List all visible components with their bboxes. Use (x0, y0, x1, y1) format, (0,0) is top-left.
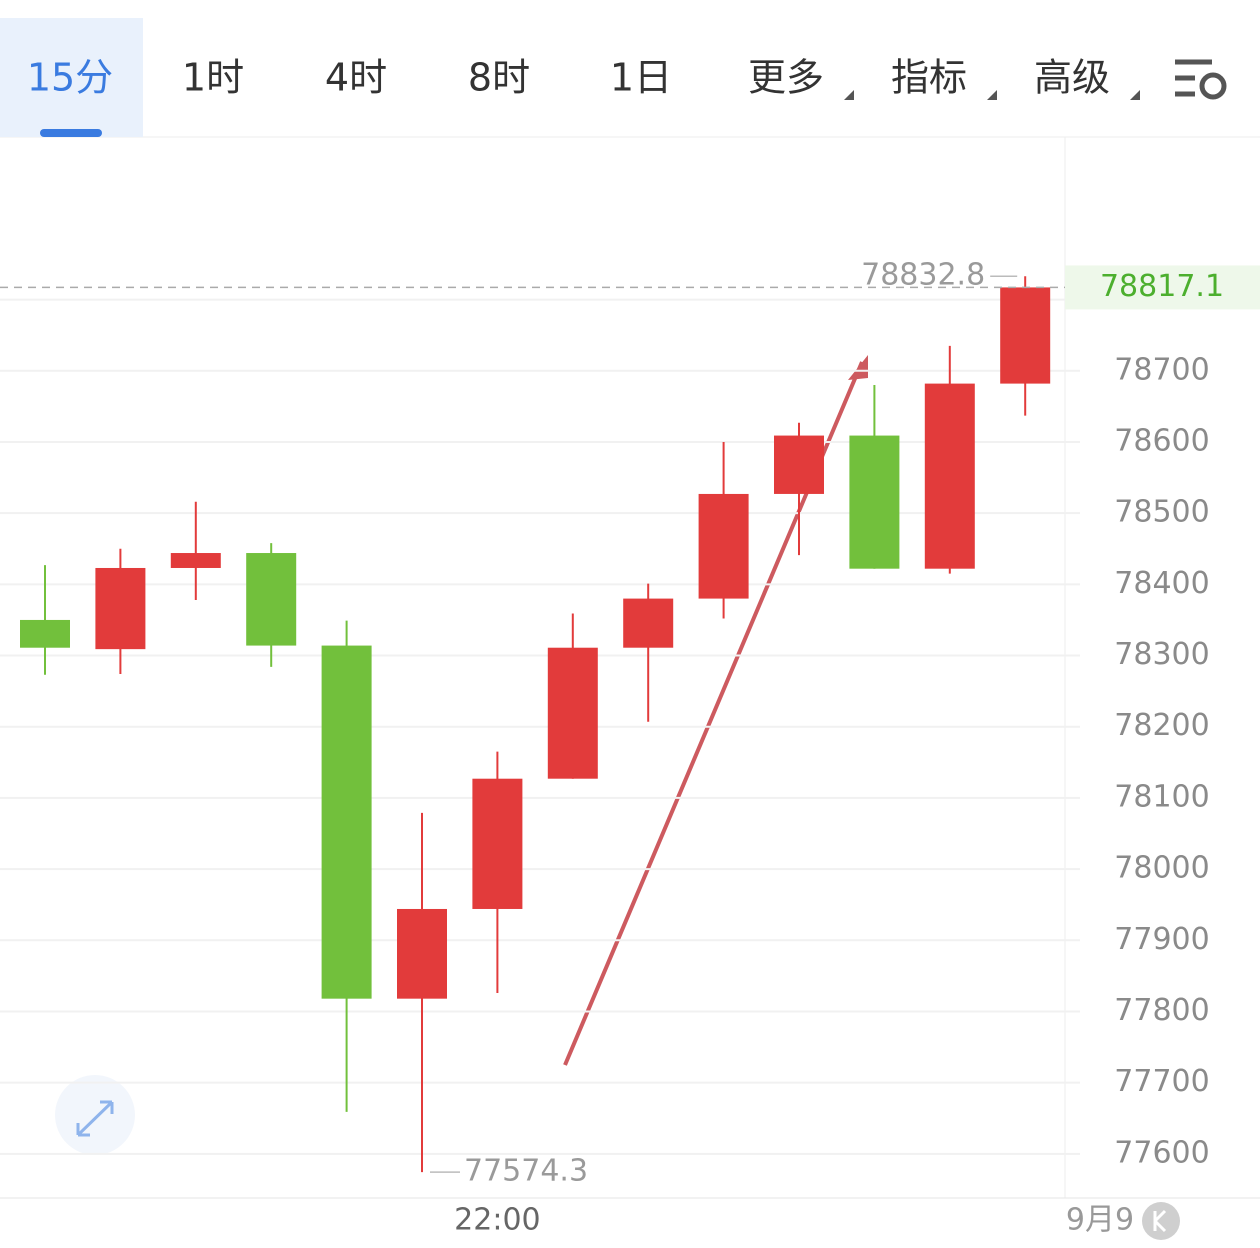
candle-body (1000, 287, 1051, 384)
candle-body (397, 908, 447, 999)
k-icon-glyph (1153, 1209, 1167, 1233)
candle-body (246, 553, 297, 646)
trend-arrow-head (848, 355, 868, 380)
candle-body (698, 493, 749, 599)
dropdown-triangle (987, 90, 997, 100)
active-tab-indicator (40, 129, 102, 137)
active-tab-bg (0, 18, 143, 137)
dropdown-triangle (844, 90, 854, 100)
x-tick-label: 22:00 (454, 1203, 540, 1238)
y-tick-label: 78000 (1114, 851, 1209, 886)
tab[interactable]: 1时 (182, 56, 244, 100)
candle-body (20, 619, 70, 648)
y-tick-label: 78700 (1114, 352, 1209, 387)
tab[interactable]: 4时 (325, 56, 387, 100)
y-tick-label: 77600 (1114, 1135, 1209, 1170)
tab[interactable]: 8时 (468, 56, 530, 100)
candle-body (547, 647, 598, 779)
tab[interactable]: 更多 (748, 56, 824, 100)
current-price-box (1065, 265, 1260, 310)
dropdown-triangle (1130, 90, 1140, 100)
y-tick-label: 77900 (1114, 922, 1209, 957)
candle-body (623, 598, 674, 648)
y-tick-label: 78600 (1114, 423, 1209, 458)
candle-body (472, 778, 523, 909)
candle-body (321, 645, 372, 999)
candle-body (95, 567, 146, 650)
min-label: 77574.3 (464, 1154, 588, 1189)
tab[interactable]: 指标 (891, 56, 967, 100)
candle-body (924, 383, 975, 569)
candle-body (849, 435, 900, 569)
current-price-label: 78817.1 (1100, 269, 1224, 304)
y-tick-label: 77700 (1114, 1064, 1209, 1099)
candle-body (774, 435, 824, 494)
y-tick-label: 78500 (1114, 495, 1209, 530)
y-tick-label: 78300 (1114, 637, 1209, 672)
max-label: 78832.8 (861, 258, 985, 293)
tab[interactable]: 1日 (610, 56, 672, 100)
y-tick-label: 78200 (1114, 708, 1209, 743)
y-tick-label: 78100 (1114, 779, 1209, 814)
y-tick-label: 77800 (1114, 993, 1209, 1028)
tab[interactable]: 15分 (27, 56, 113, 100)
k-icon (1142, 1202, 1180, 1240)
settings-icon[interactable] (1175, 59, 1227, 100)
expand-button[interactable] (55, 1075, 135, 1155)
x-end-label: 9月9 (1066, 1203, 1134, 1238)
tab[interactable]: 高级 (1034, 56, 1110, 100)
tab-bar (0, 0, 1260, 137)
candle-body (170, 553, 221, 568)
y-tick-label: 78400 (1114, 566, 1209, 601)
